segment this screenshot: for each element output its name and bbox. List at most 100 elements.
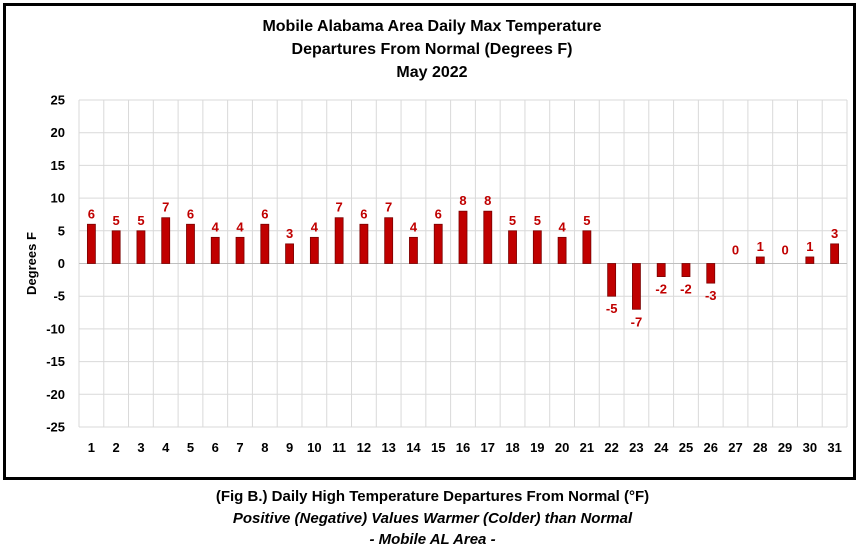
- x-tick-label: 18: [505, 440, 519, 455]
- data-label: 7: [336, 200, 343, 215]
- data-label: 0: [732, 243, 739, 258]
- bar-day-28: [755, 256, 765, 264]
- x-tick-label: 1: [88, 440, 95, 455]
- y-tick-label: 10: [51, 191, 65, 206]
- bar-day-17: [483, 210, 493, 264]
- bar-day-11: [334, 217, 344, 264]
- x-tick-label: 21: [580, 440, 594, 455]
- y-axis-label: Degrees F: [24, 232, 39, 295]
- data-label: 5: [113, 213, 120, 228]
- bar-day-3: [136, 230, 146, 264]
- bar-day-8: [260, 223, 270, 264]
- x-tick-label: 28: [753, 440, 767, 455]
- x-tick-label: 3: [137, 440, 144, 455]
- x-tick-label: 29: [778, 440, 792, 455]
- chart-title-line-1: Mobile Alabama Area Daily Max Temperatur…: [262, 18, 601, 35]
- chart-title-line-2: Departures From Normal (Degrees F): [292, 41, 573, 58]
- data-label: -2: [680, 282, 692, 297]
- bar-day-6: [210, 236, 220, 264]
- bar-day-10: [309, 236, 319, 264]
- figure-caption: (Fig B.) Daily High Temperature Departur…: [215, 488, 650, 505]
- x-tick-label: 14: [406, 440, 421, 455]
- bar-day-14: [409, 236, 418, 264]
- data-label: 4: [311, 219, 319, 234]
- x-tick-label: 9: [286, 440, 293, 455]
- y-tick-label: 0: [58, 256, 65, 271]
- data-label: 5: [534, 213, 541, 228]
- bar-day-19: [532, 230, 542, 264]
- data-label: 4: [212, 219, 220, 234]
- bar-day-24: [656, 263, 666, 277]
- x-tick-label: 30: [803, 440, 817, 455]
- x-tick-label: 4: [162, 440, 170, 455]
- x-tick-label: 25: [679, 440, 693, 455]
- bar-day-9: [285, 243, 294, 264]
- bar-day-13: [384, 217, 394, 264]
- y-tick-label: -20: [46, 387, 65, 402]
- y-tick-label: 25: [51, 93, 65, 108]
- bar-day-1: [86, 223, 96, 264]
- bar-day-20: [557, 236, 567, 264]
- x-tick-label: 31: [827, 440, 841, 455]
- bar-day-30: [805, 256, 815, 264]
- data-label: 7: [162, 200, 169, 215]
- data-label: 5: [583, 213, 590, 228]
- data-label: 5: [509, 213, 516, 228]
- x-tick-label: 15: [431, 440, 445, 455]
- bar-day-5: [186, 223, 195, 264]
- x-tick-label: 7: [236, 440, 243, 455]
- x-tick-label: 5: [187, 440, 194, 455]
- y-tick-label: 20: [51, 125, 65, 140]
- x-tick-label: 6: [212, 440, 219, 455]
- data-label: 6: [88, 206, 95, 221]
- data-label: -3: [705, 288, 717, 303]
- x-tick-label: 12: [357, 440, 371, 455]
- bar-day-15: [433, 223, 443, 264]
- x-tick-label: 26: [704, 440, 718, 455]
- data-label: -7: [631, 314, 643, 329]
- y-tick-label: 5: [58, 223, 65, 238]
- bar-day-21: [582, 230, 592, 264]
- data-label: 5: [137, 213, 144, 228]
- bar-day-4: [161, 217, 171, 264]
- x-tick-label: 8: [261, 440, 268, 455]
- data-label: 1: [806, 239, 813, 254]
- x-tick-label: 24: [654, 440, 669, 455]
- bar-day-16: [458, 210, 468, 264]
- bar-day-22: [607, 263, 617, 297]
- chart-title-line-3: May 2022: [396, 64, 467, 81]
- x-tick-label: 11: [332, 440, 346, 455]
- y-tick-label: -5: [53, 289, 65, 304]
- x-tick-label: 16: [456, 440, 470, 455]
- x-tick-label: 19: [530, 440, 544, 455]
- x-tick-label: 10: [307, 440, 321, 455]
- y-tick-label: -25: [46, 420, 65, 435]
- bar-day-12: [359, 223, 369, 264]
- x-tick-label: 17: [481, 440, 495, 455]
- figure-subcaption: Positive (Negative) Values Warmer (Colde…: [232, 510, 633, 527]
- data-label: 1: [757, 239, 764, 254]
- x-tick-label: 22: [604, 440, 618, 455]
- bar-day-26: [706, 263, 716, 284]
- y-tick-label: -15: [46, 354, 65, 369]
- bar-day-2: [111, 230, 121, 264]
- bar-day-7: [235, 236, 245, 264]
- data-label: 8: [459, 193, 466, 208]
- data-label: 6: [261, 206, 268, 221]
- data-label: 8: [484, 193, 491, 208]
- data-label: -5: [606, 301, 618, 316]
- data-label: 6: [187, 206, 194, 221]
- data-label: -2: [655, 282, 667, 297]
- y-tick-label: 15: [51, 158, 65, 173]
- data-label: 4: [558, 219, 566, 234]
- data-label: 4: [236, 219, 244, 234]
- data-label: 3: [286, 226, 293, 241]
- data-label: 3: [831, 226, 838, 241]
- figure-source-caption: - Mobile AL Area -: [369, 531, 496, 548]
- bar-day-31: [830, 243, 840, 264]
- x-tick-label: 2: [113, 440, 120, 455]
- y-tick-label: -10: [46, 321, 65, 336]
- x-tick-label: 27: [728, 440, 742, 455]
- data-label: 6: [435, 206, 442, 221]
